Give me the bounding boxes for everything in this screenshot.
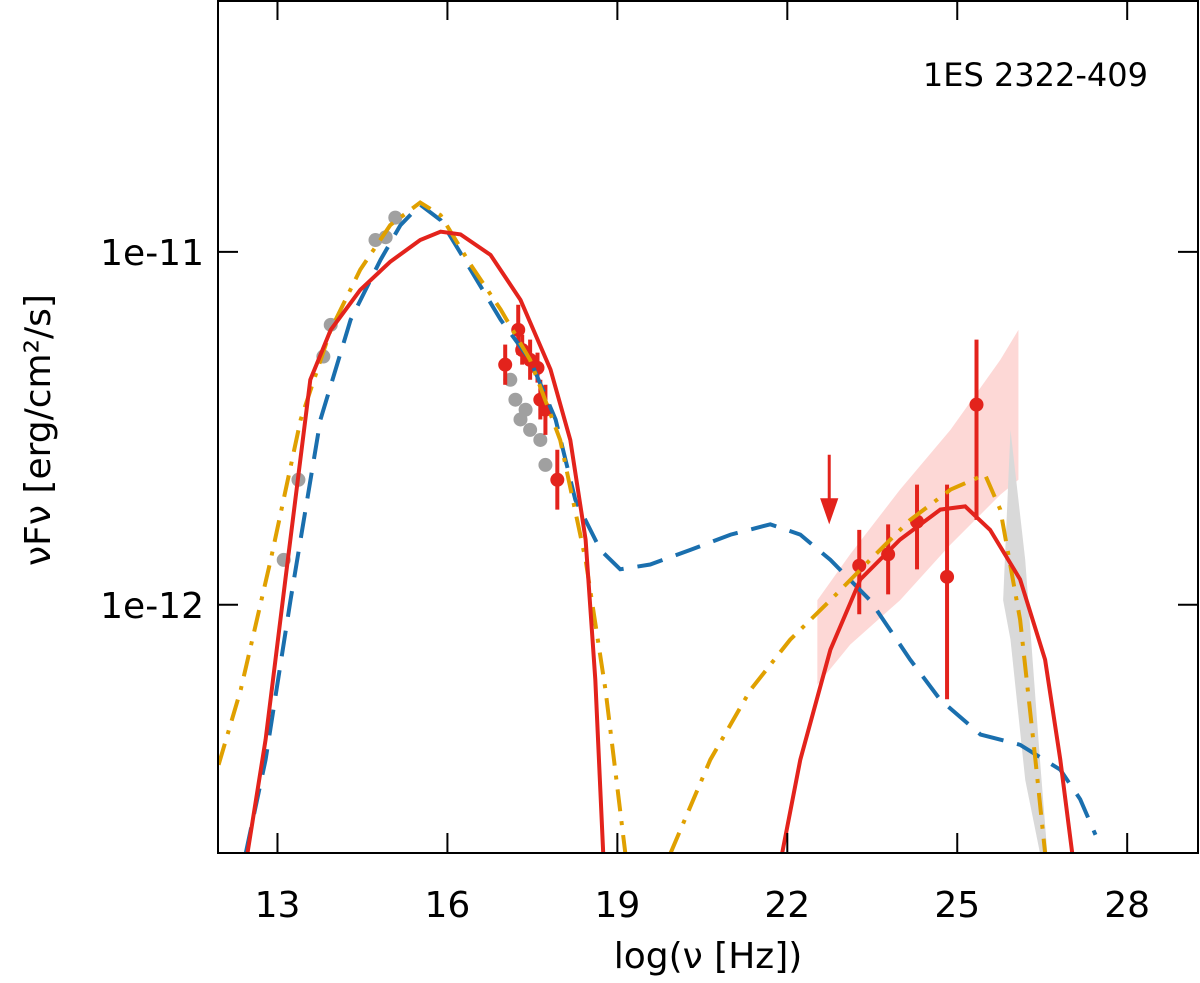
data-point (940, 569, 955, 584)
data-point (852, 558, 867, 573)
data-point (550, 472, 565, 487)
plot-area (218, 200, 1098, 853)
data-point (498, 357, 513, 372)
y-tick-label: 1e-11 (100, 233, 204, 274)
frame (217, 0, 1199, 854)
x-tick-label: 16 (425, 885, 471, 926)
y-axis-label: νFν [erg/cm²/s] (18, 294, 59, 566)
upper-limit (820, 454, 839, 525)
data-point (523, 422, 538, 437)
data-point (969, 397, 984, 412)
data-point (388, 210, 403, 225)
annotation: 1ES 2322-409 (923, 56, 1148, 94)
data-point (538, 457, 553, 472)
model-curve (218, 200, 1048, 853)
x-tick-label: 22 (764, 885, 810, 926)
x-axis-label: log(ν [Hz]) (614, 936, 803, 977)
x-tick-label: 28 (1104, 885, 1150, 926)
data-point (508, 392, 523, 407)
data-point (518, 402, 533, 417)
x-tick-label: 25 (934, 885, 980, 926)
y-tick-label: 1e-12 (100, 586, 204, 627)
model-curve (243, 202, 1098, 853)
data-point (533, 432, 548, 447)
band (1003, 429, 1048, 853)
model-curve (245, 229, 1075, 853)
x-tick-label: 13 (255, 885, 301, 926)
x-tick-label: 19 (594, 885, 640, 926)
